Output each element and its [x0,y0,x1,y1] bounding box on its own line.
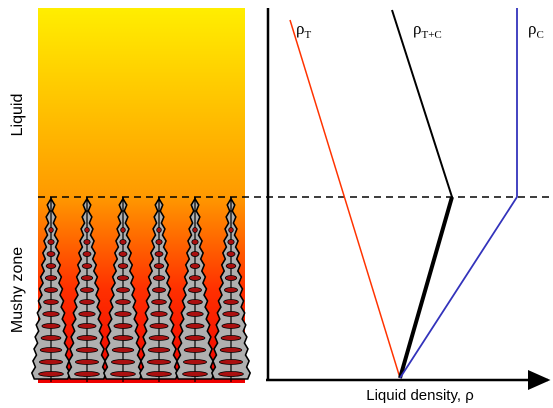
side-arm [82,251,92,257]
side-arm [119,239,127,245]
side-arm [191,239,199,245]
side-arm [81,263,93,269]
rho-t-line [289,19,401,379]
symbol: ρ [413,19,421,38]
side-arm [117,263,129,269]
side-arm [151,299,167,305]
side-arm [226,251,236,257]
side-arm [116,287,130,293]
side-arm [41,323,61,329]
side-arm [43,299,59,305]
side-arm [227,239,235,245]
side-arm [185,323,205,329]
side-arm [152,287,166,293]
side-arm [223,299,239,305]
side-arm [147,347,171,353]
side-arm [189,263,201,269]
side-arm [115,299,131,305]
side-arm [42,311,60,317]
side-arm [116,275,130,281]
side-arm [113,323,133,329]
liquid-label: Liquid [9,94,26,137]
side-arm [183,359,207,365]
side-arm [118,251,128,257]
side-arm [147,359,171,365]
side-arm [45,263,57,269]
side-arm [188,275,202,281]
side-arm [153,263,165,269]
side-arm [187,299,203,305]
side-arm [150,311,168,317]
side-arm [146,371,172,377]
symbol: ρ [296,19,304,38]
side-arm [219,347,243,353]
side-arm [224,275,238,281]
side-arm [114,311,132,317]
melt-gradient [38,8,245,383]
side-arm [44,287,58,293]
side-arm [155,239,163,245]
rho-tc-label: ρT+C [413,19,442,41]
side-arm [84,227,90,233]
side-arm [112,335,134,341]
side-arm [75,347,99,353]
side-arm [222,311,240,317]
side-arm [44,275,58,281]
subscript: T [304,29,311,41]
side-arm [220,335,242,341]
side-arm [39,347,63,353]
side-arm [186,311,204,317]
side-arm [111,359,135,365]
side-arm [156,227,162,233]
subscript: T+C [421,29,441,41]
side-arm [182,371,208,377]
side-arm [77,323,97,329]
side-arm [184,335,206,341]
side-arm [38,371,64,377]
side-arm [188,287,202,293]
rho-t-label: ρT [296,19,311,41]
rho-c-label: ρC [528,19,544,41]
rho-tc-line [391,9,453,198]
side-arm [83,239,91,245]
side-arm [39,359,63,365]
side-arm [120,227,126,233]
side-arm [80,287,94,293]
side-arm [192,227,198,233]
mushy-zone-label: Mushy zone [9,247,26,333]
side-arm [183,347,207,353]
side-arm [152,275,166,281]
side-arm [190,251,200,257]
side-arm [228,227,234,233]
subscript: C [536,29,543,41]
dendrites [30,196,252,382]
side-arm [75,359,99,365]
side-arm [148,335,170,341]
side-arm [48,227,54,233]
side-arm [40,335,62,341]
symbol: ρ [528,19,536,38]
side-arm [79,299,95,305]
side-arm [74,371,100,377]
x-axis-label: Liquid density, ρ [366,387,473,404]
side-arm [225,263,237,269]
side-arm [218,371,244,377]
side-arm [76,335,98,341]
rho-tc-line-mushy [398,196,454,379]
side-arm [78,311,96,317]
side-arm [149,323,169,329]
side-arm [110,371,136,377]
side-arm [47,239,55,245]
side-arm [224,287,238,293]
side-arm [219,359,243,365]
side-arm [154,251,164,257]
side-arm [46,251,56,257]
side-arm [80,275,94,281]
side-arm [221,323,241,329]
side-arm [111,347,135,353]
rho-c-line [399,8,518,379]
